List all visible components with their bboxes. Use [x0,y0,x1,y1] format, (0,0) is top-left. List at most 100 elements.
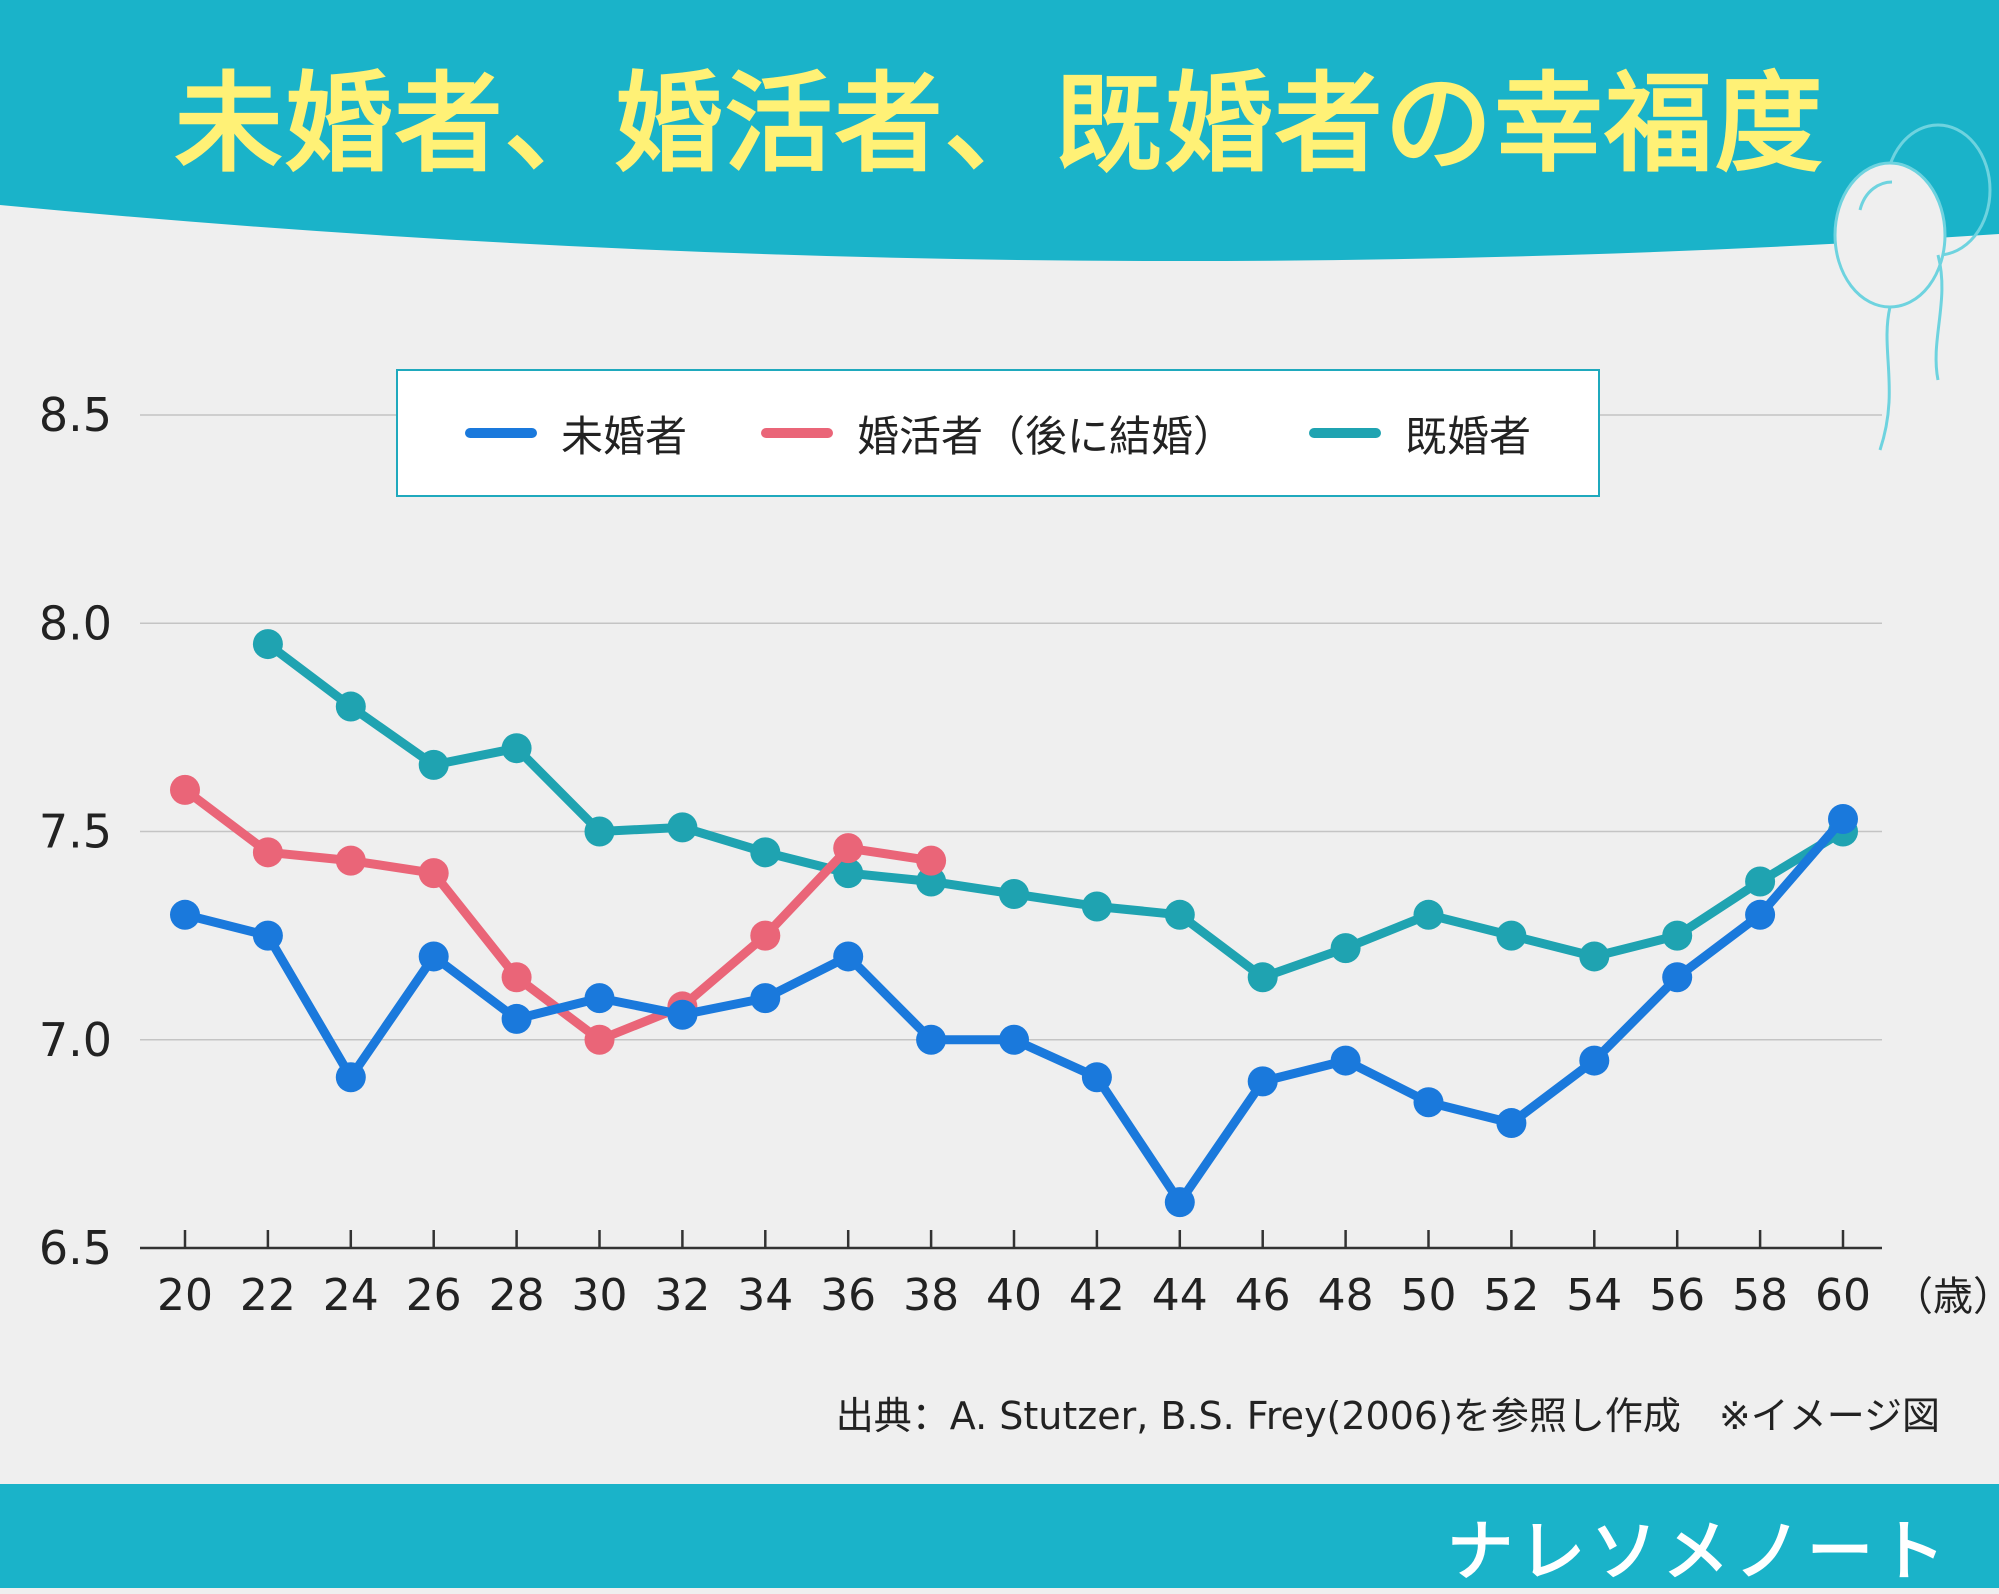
x-tick-label: 30 [572,1270,628,1321]
data-point-konkatsu [833,833,864,864]
x-axis [183,1230,1845,1248]
x-tick-label: 32 [654,1270,710,1321]
data-point-unmarried [335,1062,366,1093]
y-axis-labels: 8.5 8.0 7.5 7.0 6.5 [39,388,112,1275]
data-point-unmarried [418,941,449,972]
balloons-illustration [1833,123,1992,451]
series-group [170,629,1858,1218]
x-tick-label: 40 [986,1270,1042,1321]
y-tick-label: 8.5 [39,388,112,442]
data-point-married [501,733,532,764]
x-tick-label: 52 [1483,1270,1539,1321]
x-tick-label: 34 [737,1270,793,1321]
header-wave-shape [0,0,1999,262]
balloon-string-back [1934,254,1944,381]
x-tick-label: 28 [489,1270,545,1321]
data-point-konkatsu [584,1024,615,1055]
x-tick-label: 24 [323,1270,379,1321]
data-point-married [1081,891,1112,922]
header-banner [0,0,1999,262]
data-point-konkatsu [916,845,947,876]
data-point-married [252,629,283,660]
balloon-string-front [1878,306,1892,451]
data-point-unmarried [170,899,200,930]
data-point-married [999,878,1029,909]
data-point-unmarried [1828,804,1858,835]
data-point-married [667,812,698,843]
x-axis-unit-label: （歳） [1893,1274,1999,1320]
data-point-married [1247,962,1278,993]
series-unmarried [170,804,1858,1218]
legend-item-married: 既婚者 [1308,403,1531,464]
series-line-konkatsu [180,785,936,1045]
x-tick-label: 20 [157,1270,213,1321]
data-point-unmarried [501,1003,532,1034]
x-tick-label: 26 [406,1270,462,1321]
x-tick-label: 36 [820,1270,876,1321]
legend-swatch-konkatsu [760,428,833,438]
legend-item-unmarried: 未婚者 [464,403,687,464]
data-point-married [833,858,864,889]
x-tick-label: 22 [240,1270,296,1321]
legend-swatch-married [1308,428,1381,438]
data-point-married [1496,920,1527,951]
data-point-unmarried [1579,1045,1610,1076]
data-point-unmarried [1247,1066,1278,1097]
x-tick-label: 48 [1318,1270,1374,1321]
series-line-married [263,639,1848,982]
balloon-highlight [1858,180,1893,211]
y-tick-label: 7.5 [39,805,112,859]
data-point-unmarried [584,983,615,1014]
data-point-unmarried [1413,1087,1444,1118]
brand-logo: ナレソメノート [1447,1513,1951,1590]
y-tick-label: 7.0 [39,1013,112,1067]
x-tick-label: 50 [1401,1270,1457,1321]
data-point-married [335,691,366,722]
data-point-married [584,816,615,847]
page-title: 未婚者、婚活者、既婚者の幸福度 [174,62,1825,187]
chart-legend: 未婚者 婚活者（後に結婚） 既婚者 [396,369,1600,497]
data-point-konkatsu [335,845,366,876]
x-tick-label: 42 [1069,1270,1125,1321]
data-point-unmarried [1164,1187,1195,1218]
data-point-unmarried [833,941,864,972]
data-point-married [1413,899,1444,930]
data-point-married [1745,866,1776,897]
legend-item-konkatsu: 婚活者（後に結婚） [760,403,1235,464]
data-point-konkatsu [418,858,449,889]
x-tick-label: 46 [1235,1270,1291,1321]
x-axis-labels: 20 22 24 26 28 30 32 34 36 38 40 42 44 46 48 50 52 54 56 58… [157,1270,1999,1321]
data-point-married [1330,933,1361,964]
line-chart: 8.5 8.0 7.5 7.0 6.5 20 22 24 26 28 30 32 34 36 38 40 42… [39,388,1999,1321]
data-point-unmarried [1330,1045,1361,1076]
data-point-unmarried [1745,899,1776,930]
data-point-married [1164,899,1195,930]
x-tick-label: 56 [1649,1270,1705,1321]
legend-label-konkatsu: 婚活者（後に結婚） [856,411,1235,461]
data-point-unmarried [1496,1108,1527,1139]
data-point-married [1662,920,1693,951]
data-point-unmarried [916,1024,947,1055]
data-point-unmarried [252,920,283,951]
data-point-konkatsu [501,962,532,993]
data-point-unmarried [999,1024,1029,1055]
x-tick-label: 54 [1566,1270,1622,1321]
legend-label-married: 既婚者 [1404,411,1531,461]
y-tick-label: 6.5 [39,1221,112,1275]
footer-bar: ナレソメノート [0,1484,1999,1590]
data-point-unmarried [667,999,698,1030]
legend-label-unmarried: 未婚者 [560,411,687,461]
data-point-unmarried [1662,962,1693,993]
data-point-konkatsu [170,774,200,805]
data-point-unmarried [1081,1062,1112,1093]
data-point-married [916,866,947,897]
legend-swatch-unmarried [464,428,537,438]
x-tick-label: 60 [1815,1270,1871,1321]
grid-lines [140,414,1882,1250]
source-note: 出典：A. Stutzer, B.S. Frey(2006)を参照し作成 ※イメ… [835,1394,1940,1438]
series-married [252,629,1858,993]
data-point-married [418,749,449,780]
data-point-unmarried [750,983,781,1014]
data-point-married [750,837,781,868]
y-tick-label: 8.0 [39,596,112,650]
